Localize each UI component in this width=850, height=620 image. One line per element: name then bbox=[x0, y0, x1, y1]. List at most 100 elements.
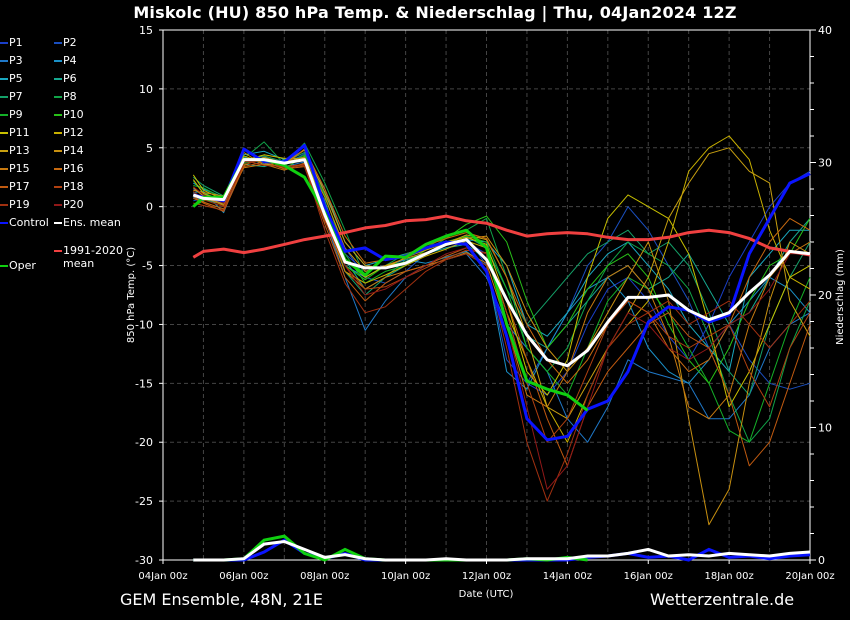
legend-swatch bbox=[54, 150, 62, 152]
legend-label: P15 bbox=[9, 162, 30, 175]
legend-swatch bbox=[0, 150, 8, 152]
x-tick-label: 18Jan 00z bbox=[704, 571, 753, 582]
series-line-p2 bbox=[193, 149, 811, 390]
precip-line-ens-mean bbox=[193, 539, 811, 562]
legend-item-p11: P11 bbox=[0, 126, 30, 139]
chart-title: Miskolc (HU) 850 hPa Temp. & Niederschla… bbox=[133, 3, 737, 22]
precip-lines bbox=[193, 534, 811, 562]
x-axis-label: Date (UTC) bbox=[459, 589, 514, 600]
legend-label: P18 bbox=[63, 180, 84, 193]
legend-label: P11 bbox=[9, 126, 30, 139]
source-credit: Wetterzentrale.de bbox=[650, 590, 795, 609]
y-tick-label: -5 bbox=[142, 260, 153, 273]
legend-swatch bbox=[54, 42, 62, 44]
legend-item-p17: P17 bbox=[0, 180, 30, 193]
temperature-lines bbox=[192, 135, 811, 526]
legend-label: Control bbox=[9, 216, 49, 229]
series-line-p4 bbox=[193, 157, 811, 390]
legend-item-climate-mean: 1991-2020 mean bbox=[54, 244, 123, 270]
legend-label: 1991-2020 mean bbox=[63, 244, 123, 270]
legend-label: P1 bbox=[9, 36, 23, 49]
x-tick-label: 10Jan 00z bbox=[381, 571, 430, 582]
legend-item-p18: P18 bbox=[54, 180, 84, 193]
legend-label: P2 bbox=[63, 36, 77, 49]
y-tick-label: -20 bbox=[135, 436, 153, 449]
legend-item-p6: P6 bbox=[54, 72, 77, 85]
y-tick-label: 15 bbox=[139, 24, 153, 37]
x-tick-label: 06Jan 00z bbox=[219, 571, 268, 582]
legend-label-line2: mean bbox=[63, 257, 95, 270]
y2-tick-label: 0 bbox=[818, 554, 825, 567]
legend-item-p2: P2 bbox=[54, 36, 77, 49]
legend-label: P7 bbox=[9, 90, 23, 103]
series-line-p10 bbox=[193, 155, 811, 384]
legend-item-p3: P3 bbox=[0, 54, 23, 67]
legend-item-p5: P5 bbox=[0, 72, 23, 85]
legend-item-p20: P20 bbox=[54, 198, 84, 211]
legend-swatch bbox=[0, 132, 8, 134]
legend-item-oper: Oper bbox=[0, 259, 36, 272]
legend-label: P8 bbox=[63, 90, 77, 103]
series-line-ens-mean bbox=[192, 158, 811, 368]
y2-axis-label: Niederschlag (mm) bbox=[835, 249, 846, 345]
series-line-1991-2020-mean bbox=[192, 214, 811, 259]
legend-label: P6 bbox=[63, 72, 77, 85]
legend-item-control: Control bbox=[0, 216, 49, 229]
series-line-control bbox=[192, 143, 811, 442]
legend-swatch bbox=[54, 132, 62, 134]
series-line-p19 bbox=[192, 159, 811, 502]
legend-label: P10 bbox=[63, 108, 84, 121]
legend-swatch bbox=[0, 42, 8, 44]
y-tick-label: -15 bbox=[135, 377, 153, 390]
legend-item-p10: P10 bbox=[54, 108, 84, 121]
x-tick-label: 08Jan 00z bbox=[300, 571, 349, 582]
legend-swatch bbox=[0, 96, 8, 98]
legend-swatch bbox=[0, 265, 8, 267]
legend-item-ens-mean: Ens. mean bbox=[54, 216, 121, 229]
legend-label: Ens. mean bbox=[63, 216, 121, 229]
legend-swatch bbox=[54, 96, 62, 98]
legend-item-p9: P9 bbox=[0, 108, 23, 121]
legend-swatch bbox=[54, 60, 62, 62]
legend-label: P20 bbox=[63, 198, 84, 211]
legend-label: P19 bbox=[9, 198, 30, 211]
legend-swatch bbox=[54, 186, 62, 188]
model-info: GEM Ensemble, 48N, 21E bbox=[120, 590, 323, 609]
legend-label: P5 bbox=[9, 72, 23, 85]
legend-item-p13: P13 bbox=[0, 144, 30, 157]
legend-item-p14: P14 bbox=[54, 144, 84, 157]
y-tick-label: -30 bbox=[135, 554, 153, 567]
legend-item-p15: P15 bbox=[0, 162, 30, 175]
legend-label: P12 bbox=[63, 126, 84, 139]
y-tick-label: -25 bbox=[135, 495, 153, 508]
legend-label: P3 bbox=[9, 54, 23, 67]
legend-item-p12: P12 bbox=[54, 126, 84, 139]
legend-swatch bbox=[0, 168, 8, 170]
y2-tick-label: 20 bbox=[818, 289, 832, 302]
legend-swatch bbox=[0, 222, 8, 224]
legend-swatch bbox=[54, 78, 62, 80]
legend-label: P16 bbox=[63, 162, 84, 175]
series-line-p13 bbox=[192, 147, 811, 420]
legend-label: P13 bbox=[9, 144, 30, 157]
y-axis-label: 850 hPa Temp. (°C) bbox=[126, 247, 137, 343]
x-tick-label: 12Jan 00z bbox=[462, 571, 511, 582]
grid bbox=[163, 30, 810, 560]
legend-label: P14 bbox=[63, 144, 84, 157]
legend-swatch bbox=[0, 204, 8, 206]
legend-label: P4 bbox=[63, 54, 77, 67]
legend-item-p8: P8 bbox=[54, 90, 77, 103]
legend-swatch bbox=[0, 78, 8, 80]
y-tick-label: 10 bbox=[139, 83, 153, 96]
x-tick-label: 04Jan 00z bbox=[138, 571, 187, 582]
legend-swatch bbox=[54, 168, 62, 170]
y2-tick-label: 10 bbox=[818, 422, 832, 435]
legend-item-p16: P16 bbox=[54, 162, 84, 175]
legend-swatch bbox=[54, 222, 62, 224]
legend-item-p19: P19 bbox=[0, 198, 30, 211]
legend-item-p1: P1 bbox=[0, 36, 23, 49]
legend-item-p7: P7 bbox=[0, 90, 23, 103]
axes: 15 10 5 0 -5 -10 -15 -20 -25 -30 40 30 20 10 0 04Jan 00… bbox=[135, 24, 835, 582]
legend-label: P9 bbox=[9, 108, 23, 121]
